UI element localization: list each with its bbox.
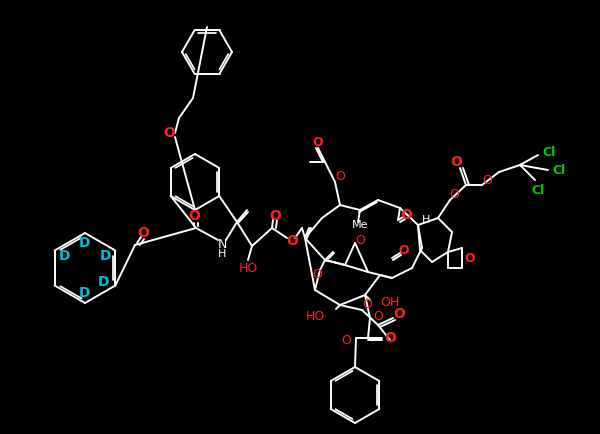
Text: HO: HO — [306, 310, 325, 323]
Text: O: O — [449, 188, 459, 201]
Text: O: O — [341, 333, 351, 346]
Text: O: O — [450, 155, 462, 169]
Text: O: O — [163, 126, 175, 140]
Text: O: O — [286, 234, 298, 248]
Text: O: O — [137, 226, 149, 240]
Text: HO: HO — [238, 262, 257, 274]
Text: O: O — [362, 297, 372, 310]
Text: OH: OH — [380, 296, 399, 309]
Text: O: O — [400, 208, 412, 222]
Text: O: O — [398, 243, 409, 256]
Text: D: D — [79, 236, 91, 250]
Text: H: H — [422, 215, 430, 225]
Text: O: O — [464, 251, 475, 264]
Text: O: O — [355, 233, 365, 247]
Text: O: O — [312, 269, 322, 282]
Text: Cl: Cl — [542, 147, 556, 160]
Text: D: D — [59, 249, 70, 263]
Text: D: D — [79, 286, 91, 300]
Text: Cl: Cl — [553, 164, 566, 177]
Text: O: O — [373, 309, 383, 322]
Text: H: H — [218, 249, 226, 259]
Text: O: O — [384, 331, 396, 345]
Text: O: O — [335, 171, 345, 184]
Text: O: O — [188, 209, 200, 223]
Text: Me: Me — [352, 220, 368, 230]
Text: O: O — [269, 209, 281, 223]
Text: D: D — [98, 276, 109, 289]
Text: O: O — [482, 174, 492, 187]
Text: N: N — [217, 239, 227, 251]
Text: Cl: Cl — [532, 184, 545, 197]
Text: O: O — [393, 307, 405, 321]
Text: O: O — [313, 137, 323, 149]
Text: D: D — [100, 249, 111, 263]
